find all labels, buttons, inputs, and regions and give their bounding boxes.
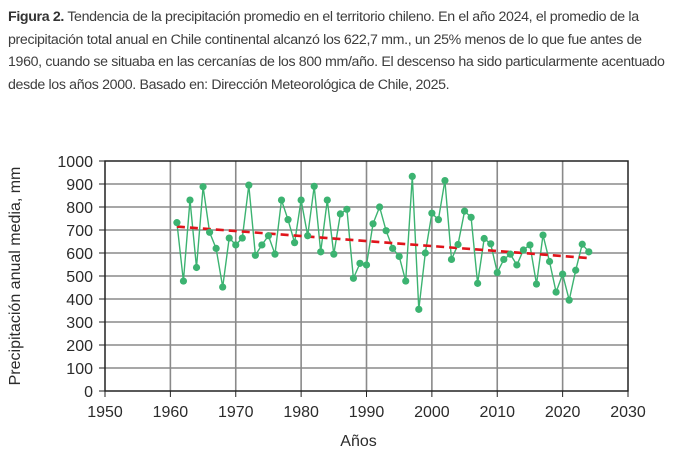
figure-caption: Figura 2. Tendencia de la precipitación …	[8, 6, 668, 96]
data-point	[304, 232, 312, 240]
data-point	[500, 255, 508, 264]
data-point	[179, 277, 188, 285]
x-tick-label: 2000	[414, 404, 450, 421]
data-point	[375, 203, 384, 211]
data-point	[454, 240, 462, 249]
data-point	[258, 241, 266, 249]
data-point	[297, 196, 305, 204]
data-point	[434, 216, 443, 224]
data-point	[290, 239, 299, 247]
data-point	[539, 231, 547, 239]
data-point	[421, 249, 429, 257]
x-axis-ticks: 1950 1960 1970 1980 1990 2000 2010 2020 2030	[87, 391, 646, 421]
data-point	[199, 183, 207, 191]
caption-text: Tendencia de la precipitación promedio e…	[8, 9, 665, 93]
y-tick-label: 600	[66, 246, 93, 263]
data-point	[192, 263, 201, 272]
y-tick-label: 400	[66, 292, 93, 309]
data-point	[219, 283, 227, 291]
data-point	[356, 259, 364, 267]
data-point	[545, 257, 554, 266]
data-point	[408, 172, 416, 181]
x-tick-label: 1980	[283, 404, 319, 421]
data-point	[238, 234, 246, 242]
y-tick-label: 900	[66, 177, 93, 194]
x-tick-label: 1960	[153, 404, 189, 421]
data-point	[447, 255, 456, 264]
data-point	[559, 270, 567, 278]
data-point	[585, 248, 593, 256]
data-point	[526, 241, 534, 249]
data-point	[460, 207, 469, 215]
x-tick-label: 2020	[545, 404, 581, 421]
data-point	[206, 228, 214, 236]
data-point	[212, 244, 220, 252]
data-point	[225, 234, 233, 242]
data-point	[232, 241, 240, 249]
data-point	[513, 261, 521, 269]
data-point	[264, 232, 273, 240]
data-point	[493, 268, 501, 277]
data-point	[369, 220, 377, 228]
data-point	[336, 210, 344, 218]
y-tick-label: 300	[66, 315, 93, 332]
data-point	[474, 279, 482, 287]
data-point	[402, 277, 410, 285]
data-point	[552, 288, 560, 296]
y-tick-label: 200	[66, 338, 93, 355]
x-tick-label: 1970	[218, 404, 254, 421]
series-layer	[173, 172, 593, 313]
x-axis-title: Años	[340, 433, 376, 450]
data-point	[389, 244, 397, 252]
data-point	[415, 305, 423, 313]
x-tick-label: 2010	[479, 404, 515, 421]
data-point	[330, 250, 338, 258]
data-point	[245, 181, 253, 189]
trend-line	[176, 225, 589, 260]
x-tick-label: 1990	[349, 404, 385, 421]
y-axis-ticks: 0 100 200 300 400 500 600 700 800 900 1000	[57, 154, 105, 401]
data-point	[251, 251, 259, 259]
precipitation-line	[176, 176, 590, 310]
y-tick-label: 100	[66, 361, 93, 378]
data-point	[487, 240, 495, 248]
data-point	[578, 240, 586, 248]
figure-label: Figura 2.	[8, 9, 64, 25]
data-point	[323, 196, 331, 204]
data-point	[382, 227, 390, 235]
data-point	[271, 250, 279, 258]
data-point	[186, 196, 194, 204]
data-point	[317, 248, 325, 256]
data-point	[395, 252, 403, 261]
y-tick-label: 0	[84, 384, 93, 401]
data-point	[362, 261, 371, 269]
data-point	[284, 216, 292, 224]
data-point	[310, 182, 318, 190]
data-point	[572, 266, 580, 274]
data-point	[277, 196, 286, 204]
data-point	[565, 296, 573, 304]
y-axis-title: Precipitación anual media, mm	[7, 167, 24, 386]
y-tick-label: 800	[66, 200, 93, 217]
data-point	[173, 219, 181, 227]
data-point	[467, 213, 475, 221]
data-point	[428, 209, 436, 217]
x-tick-label: 2030	[610, 404, 646, 421]
x-tick-label: 1950	[87, 404, 123, 421]
data-point	[343, 205, 351, 213]
data-point	[441, 176, 449, 185]
data-point	[519, 246, 528, 254]
data-point	[532, 280, 541, 288]
data-point	[506, 250, 514, 258]
data-point	[480, 234, 488, 243]
y-tick-label: 700	[66, 223, 93, 240]
data-point	[349, 274, 358, 282]
y-tick-label: 500	[66, 269, 93, 286]
y-tick-label: 1000	[57, 154, 93, 171]
